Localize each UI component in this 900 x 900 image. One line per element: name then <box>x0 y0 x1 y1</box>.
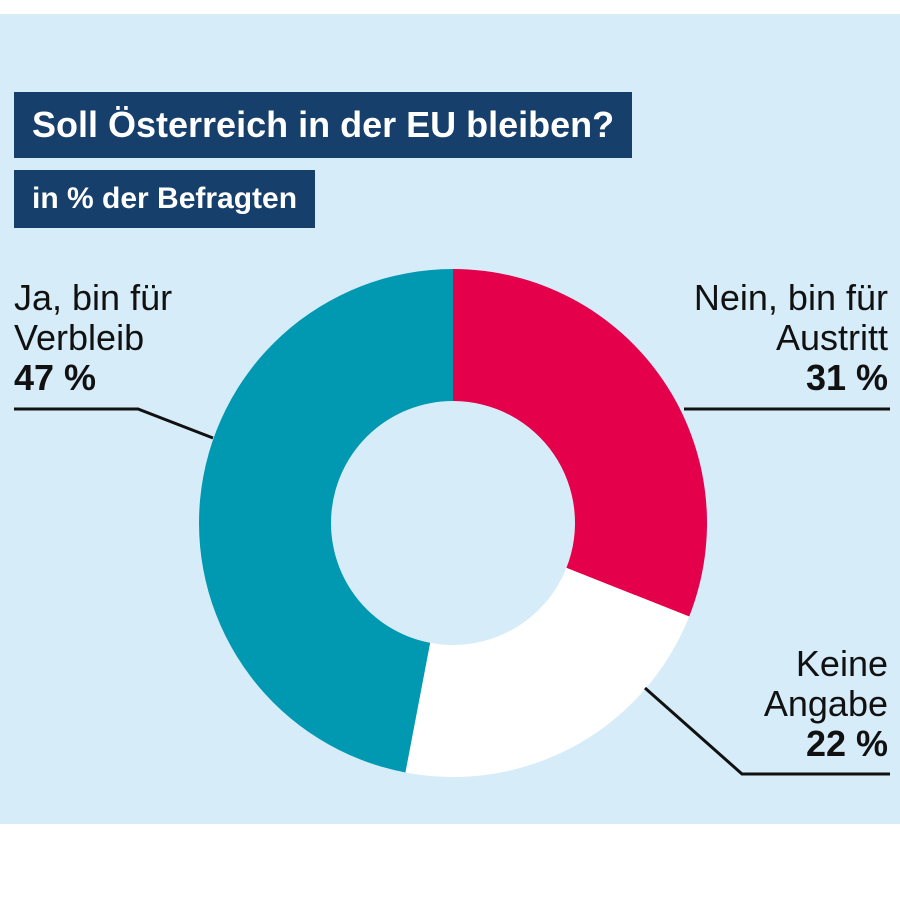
slice-austritt <box>453 269 707 617</box>
chart-title: Soll Österreich in der EU bleiben? <box>14 92 633 158</box>
leader-line-verbleib <box>14 407 214 440</box>
label-austritt-text: Nein, bin für Austritt <box>693 277 888 358</box>
slice-verbleib <box>198 269 453 773</box>
label-austritt: Nein, bin für Austritt 31 % <box>628 278 888 398</box>
chart-subtitle: in % der Befragten <box>14 170 316 228</box>
leader-line-keine-angabe <box>644 686 890 776</box>
slice-keine-angabe <box>405 567 690 777</box>
label-verbleib-value: 47 % <box>14 357 97 398</box>
label-verbleib-text: Ja, bin für Verbleib <box>14 277 173 358</box>
label-verbleib: Ja, bin für Verbleib 47 % <box>14 278 214 398</box>
label-keine-angabe: Keine Angabe 22 % <box>748 644 888 764</box>
label-austritt-value: 31 % <box>805 357 888 398</box>
label-keine-angabe-text: Keine Angabe <box>763 643 888 724</box>
label-keine-angabe-value: 22 % <box>805 723 888 764</box>
